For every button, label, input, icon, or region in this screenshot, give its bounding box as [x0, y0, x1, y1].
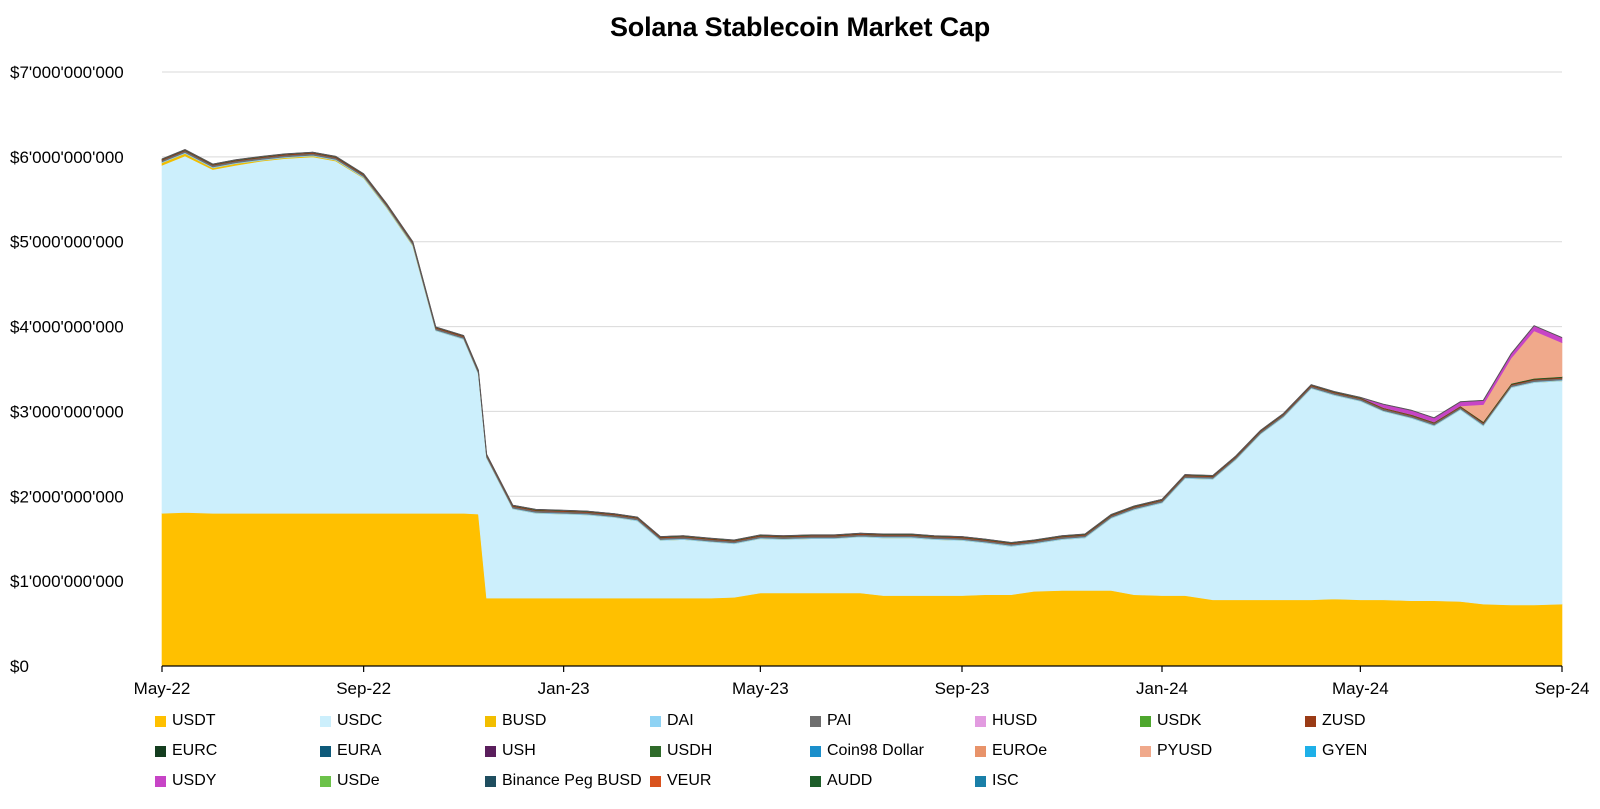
- legend-swatch: [1305, 715, 1316, 727]
- legend-swatch: [485, 775, 496, 787]
- legend-label: USDY: [172, 772, 217, 789]
- legend-label: USDe: [337, 772, 380, 789]
- x-tick-label: May-24: [1332, 679, 1389, 698]
- y-tick-label: $6'000'000'000: [10, 148, 124, 167]
- legend-swatch: [975, 745, 986, 757]
- legend-item-eura: EURA: [320, 742, 381, 760]
- legend-label: USDC: [337, 712, 383, 729]
- y-tick-label: $5'000'000'000: [10, 233, 124, 252]
- legend-label: VEUR: [667, 772, 712, 789]
- y-tick-labels: $0 $1'000'000'000 $2'000'000'000 $3'000'000…: [10, 63, 124, 676]
- legend-swatch: [485, 745, 496, 757]
- legend-item-audd: AUDD: [810, 772, 872, 790]
- legend-swatch: [650, 715, 661, 727]
- legend-item-usdy: USDY: [155, 772, 216, 790]
- legend-item-usdc: USDC: [320, 712, 382, 730]
- legend-label: USH: [502, 742, 536, 759]
- legend-item-isc: ISC: [975, 772, 1019, 790]
- legend-label: USDK: [1157, 712, 1202, 729]
- legend-item-veur: VEUR: [650, 772, 711, 790]
- x-tick-label: Jan-23: [538, 679, 590, 698]
- legend-swatch: [810, 715, 821, 727]
- legend-swatch: [1305, 745, 1316, 757]
- legend-label: HUSD: [992, 712, 1038, 729]
- legend-label: ISC: [992, 772, 1019, 789]
- y-tick-label: $0: [10, 657, 29, 676]
- legend-swatch: [485, 715, 496, 727]
- stack-top-outline: [161, 149, 1563, 544]
- chart-title: Solana Stablecoin Market Cap: [609, 12, 990, 42]
- legend-label: Binance Peg BUSD: [502, 772, 642, 789]
- legend-swatch: [810, 745, 821, 757]
- legend-label: EURC: [172, 742, 218, 759]
- area-series-layer: [161, 149, 1563, 667]
- legend-label: EUROe: [992, 742, 1048, 759]
- legend-swatch: [155, 715, 166, 727]
- legend-label: GYEN: [1322, 742, 1368, 759]
- legend-swatch: [320, 775, 331, 787]
- x-tick-label: Jan-24: [1136, 679, 1188, 698]
- legend-label: Coin98 Dollar: [827, 742, 924, 759]
- legend-item-euroe: EUROe: [975, 742, 1047, 760]
- legend-item-pyusd: PYUSD: [1140, 742, 1212, 760]
- legend-item-usdh: USDH: [650, 742, 712, 760]
- x-tick-label: May-23: [732, 679, 789, 698]
- legend-swatch: [1140, 715, 1151, 727]
- legend-label: USDH: [667, 742, 713, 759]
- legend-item-dai: DAI: [650, 712, 694, 730]
- legend-item-usde: USDe: [320, 772, 380, 790]
- y-tick-label: $3'000'000'000: [10, 402, 124, 421]
- legend-swatch: [810, 775, 821, 787]
- x-tick-label: May-22: [134, 679, 191, 698]
- x-tick-label: Sep-23: [935, 679, 990, 698]
- legend-item-eurc: EURC: [155, 742, 217, 760]
- y-tick-label: $1'000'000'000: [10, 572, 124, 591]
- legend-item-zusd: ZUSD: [1305, 712, 1366, 730]
- legend-item-husd: HUSD: [975, 712, 1037, 730]
- legend-label: PYUSD: [1157, 742, 1213, 759]
- legend-item-ush: USH: [485, 742, 536, 760]
- legend-swatch: [975, 775, 986, 787]
- legend-swatch: [650, 745, 661, 757]
- legend-label: EURA: [337, 742, 382, 759]
- legend-item-binance-peg-busd: Binance Peg BUSD: [485, 772, 642, 790]
- y-tick-label: $4'000'000'000: [10, 318, 124, 337]
- x-tick-label: Sep-24: [1535, 679, 1590, 698]
- y-tick-label: $7'000'000'000: [10, 63, 124, 82]
- legend-item-usdk: USDK: [1140, 712, 1201, 730]
- legend-label: BUSD: [502, 712, 547, 729]
- y-tick-label: $2'000'000'000: [10, 487, 124, 506]
- legend-item-usdt: USDT: [155, 712, 216, 730]
- legend-label: DAI: [667, 712, 694, 729]
- legend-label: ZUSD: [1322, 712, 1366, 729]
- legend-label: AUDD: [827, 772, 873, 789]
- legend-item-busd: BUSD: [485, 712, 546, 730]
- legend-swatch: [650, 775, 661, 787]
- x-tick-label: Sep-22: [336, 679, 391, 698]
- legend-swatch: [320, 745, 331, 757]
- legend-item-pai: PAI: [810, 712, 852, 730]
- legend-swatch: [1140, 745, 1151, 757]
- legend-label: USDT: [172, 712, 216, 729]
- legend-label: PAI: [827, 712, 852, 729]
- legend-swatch: [155, 745, 166, 757]
- legend-swatch: [975, 715, 986, 727]
- legend-swatch: [155, 775, 166, 787]
- legend-swatch: [320, 715, 331, 727]
- axes: [161, 665, 1563, 672]
- legend-item-coin98-dollar: Coin98 Dollar: [810, 742, 924, 760]
- legend-item-gyen: GYEN: [1305, 742, 1367, 760]
- x-tick-labels: May-22 Sep-22 Jan-23 May-23 Sep-23 Jan-24 May-…: [134, 679, 1590, 698]
